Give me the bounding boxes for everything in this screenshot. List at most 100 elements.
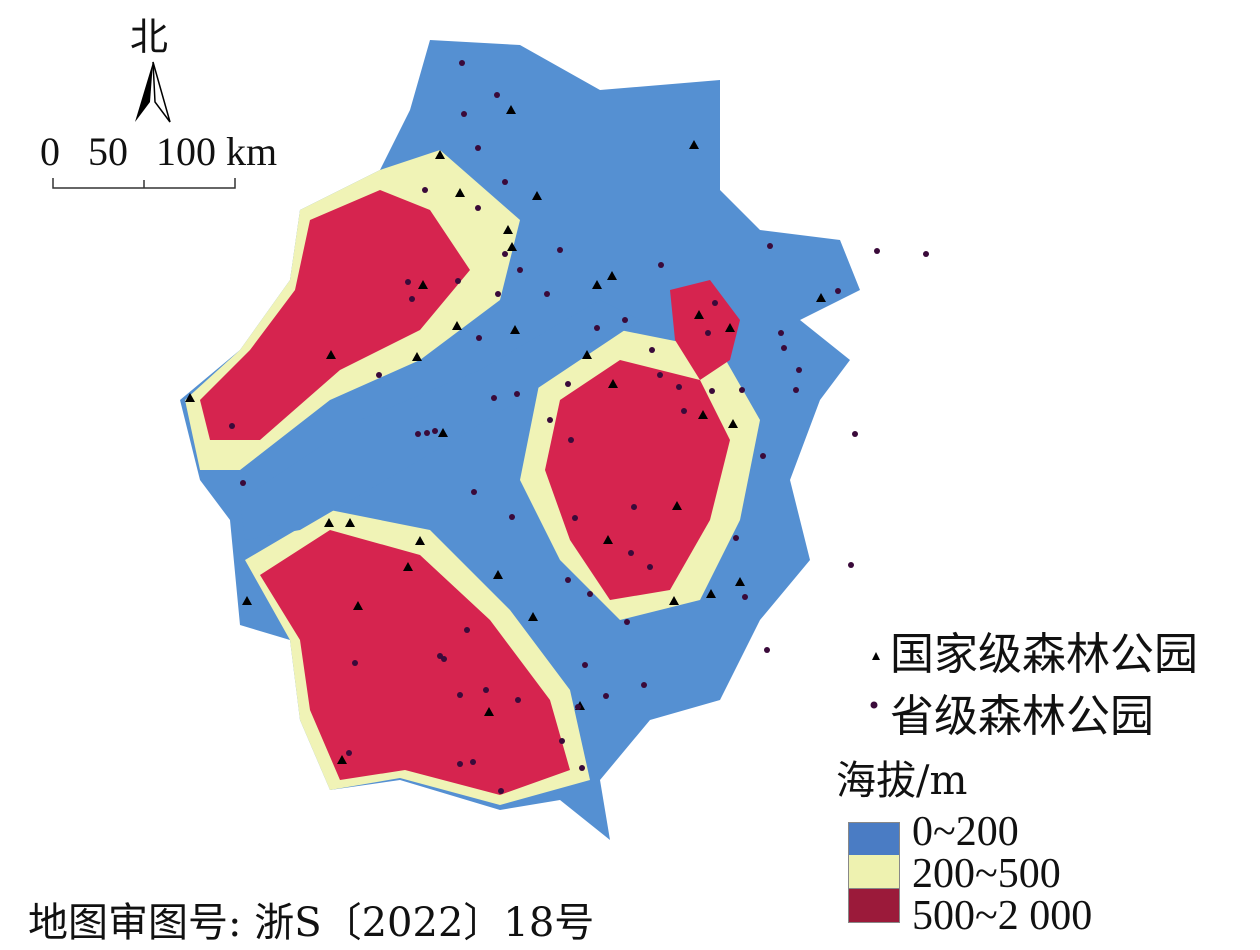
national-forest-park-marker bbox=[725, 323, 735, 332]
national-forest-park-marker bbox=[706, 589, 716, 598]
provincial-forest-park-marker bbox=[424, 430, 430, 436]
national-forest-park-marker bbox=[735, 577, 745, 586]
provincial-forest-park-marker bbox=[491, 395, 497, 401]
provincial-forest-park-marker bbox=[422, 187, 428, 193]
national-forest-park-marker bbox=[484, 707, 494, 716]
provincial-forest-park-marker bbox=[575, 704, 581, 710]
national-forest-park-marker bbox=[603, 535, 613, 544]
scale-tick-0: 0 bbox=[40, 129, 60, 174]
national-forest-park-marker bbox=[326, 350, 336, 359]
national-forest-park-marker bbox=[403, 562, 413, 571]
national-forest-park-marker bbox=[418, 280, 428, 289]
provincial-forest-park-marker bbox=[346, 750, 352, 756]
provincial-forest-park-marker bbox=[498, 788, 504, 794]
provincial-forest-park-marker bbox=[767, 243, 773, 249]
provincial-forest-park-marker bbox=[509, 514, 515, 520]
mountain-northwest bbox=[200, 190, 470, 440]
provincial-forest-park-marker bbox=[568, 437, 574, 443]
national-forest-park-marker bbox=[510, 325, 520, 334]
scale-unit: km bbox=[226, 129, 278, 174]
provincial-forest-park-marker bbox=[547, 417, 553, 423]
mountain-northeast bbox=[670, 280, 740, 380]
provincial-forest-park-marker bbox=[587, 591, 593, 597]
provincial-forest-park-marker bbox=[594, 325, 600, 331]
national-forest-park-marker bbox=[452, 321, 462, 330]
legend-swatch-high bbox=[848, 888, 900, 923]
provincial-forest-park-marker bbox=[793, 387, 799, 393]
provincial-forest-park-marker bbox=[409, 296, 415, 302]
provincial-forest-park-marker bbox=[559, 738, 565, 744]
north-arrow-icon bbox=[135, 61, 171, 123]
provincial-forest-park-marker bbox=[874, 248, 880, 254]
national-forest-park-marker bbox=[608, 379, 618, 388]
provincial-forest-park-marker bbox=[495, 291, 501, 297]
national-forest-park-marker bbox=[438, 428, 448, 437]
provincial-forest-park-marker bbox=[517, 267, 523, 273]
legend-label-high: 500~2 000 bbox=[912, 893, 1093, 939]
provincial-forest-park-marker bbox=[796, 367, 802, 373]
scale-bar bbox=[52, 178, 236, 189]
legend-swatch-mid bbox=[848, 855, 900, 888]
provincial-forest-park-marker bbox=[835, 288, 841, 294]
legend-provincial-park: 省级森林公园 bbox=[890, 691, 1154, 742]
national-forest-park-marker bbox=[415, 536, 425, 545]
provincial-forest-park-marker bbox=[483, 687, 489, 693]
provincial-forest-park-marker bbox=[622, 317, 628, 323]
national-forest-park-marker bbox=[242, 596, 252, 605]
legend-dot-icon bbox=[870, 701, 878, 709]
national-forest-park-marker bbox=[672, 501, 682, 510]
provincial-forest-park-marker bbox=[781, 345, 787, 351]
provincial-forest-park-marker bbox=[852, 431, 858, 437]
provincial-forest-park-marker bbox=[515, 697, 521, 703]
provincial-forest-park-marker bbox=[240, 480, 246, 486]
mountain-central bbox=[545, 360, 730, 600]
provincial-forest-park-marker bbox=[441, 656, 447, 662]
national-forest-park-marker bbox=[455, 188, 465, 197]
provincial-forest-park-marker bbox=[658, 262, 664, 268]
scale-tick-100: 100 bbox=[156, 129, 216, 174]
legend-national-park: 国家级森林公园 bbox=[890, 629, 1198, 680]
provincial-forest-park-marker bbox=[778, 330, 784, 336]
provincial-forest-park-marker bbox=[544, 291, 550, 297]
provincial-forest-park-marker bbox=[514, 391, 520, 397]
national-forest-park-marker bbox=[669, 596, 679, 605]
provincial-forest-park-marker bbox=[476, 335, 482, 341]
national-forest-park-marker bbox=[506, 105, 516, 114]
provincial-forest-park-marker bbox=[432, 428, 438, 434]
provincial-forest-park-marker bbox=[572, 515, 578, 521]
national-forest-park-marker bbox=[507, 242, 517, 251]
provincial-forest-park-marker bbox=[470, 759, 476, 765]
provincial-forest-park-marker bbox=[764, 647, 770, 653]
national-forest-park-marker bbox=[353, 601, 363, 610]
provincial-forest-park-marker bbox=[405, 279, 411, 285]
national-forest-park-marker bbox=[582, 350, 592, 359]
national-forest-park-marker bbox=[592, 280, 602, 289]
provincial-forest-park-marker bbox=[502, 251, 508, 257]
scale-labels: 0 50 100 km bbox=[40, 128, 277, 175]
national-forest-park-marker bbox=[324, 518, 334, 527]
provincial-forest-park-marker bbox=[760, 453, 766, 459]
provincial-forest-park-marker bbox=[457, 692, 463, 698]
provincial-forest-park-marker bbox=[628, 550, 634, 556]
national-forest-park-marker bbox=[607, 271, 617, 280]
provincial-forest-park-marker bbox=[464, 627, 470, 633]
national-forest-park-marker bbox=[698, 410, 708, 419]
map-review-number: 地图审图号: 浙S〔2022〕18号 bbox=[28, 900, 595, 946]
provincial-forest-park-marker bbox=[475, 145, 481, 151]
provincial-forest-park-marker bbox=[848, 562, 854, 568]
provincial-forest-park-marker bbox=[739, 387, 745, 393]
provincial-forest-park-marker bbox=[565, 577, 571, 583]
provincial-forest-park-marker bbox=[676, 384, 682, 390]
provincial-forest-park-marker bbox=[557, 247, 563, 253]
provincial-forest-park-marker bbox=[647, 564, 653, 570]
north-label: 北 bbox=[130, 15, 169, 59]
provincial-forest-park-marker bbox=[471, 489, 477, 495]
national-forest-park-marker bbox=[412, 352, 422, 361]
provincial-forest-park-marker bbox=[376, 372, 382, 378]
provincial-forest-park-marker bbox=[415, 431, 421, 437]
national-forest-park-marker bbox=[493, 570, 503, 579]
legend-elevation-title: 海拔/m bbox=[836, 758, 968, 804]
national-forest-park-marker bbox=[185, 393, 195, 402]
provincial-forest-park-marker bbox=[641, 682, 647, 688]
